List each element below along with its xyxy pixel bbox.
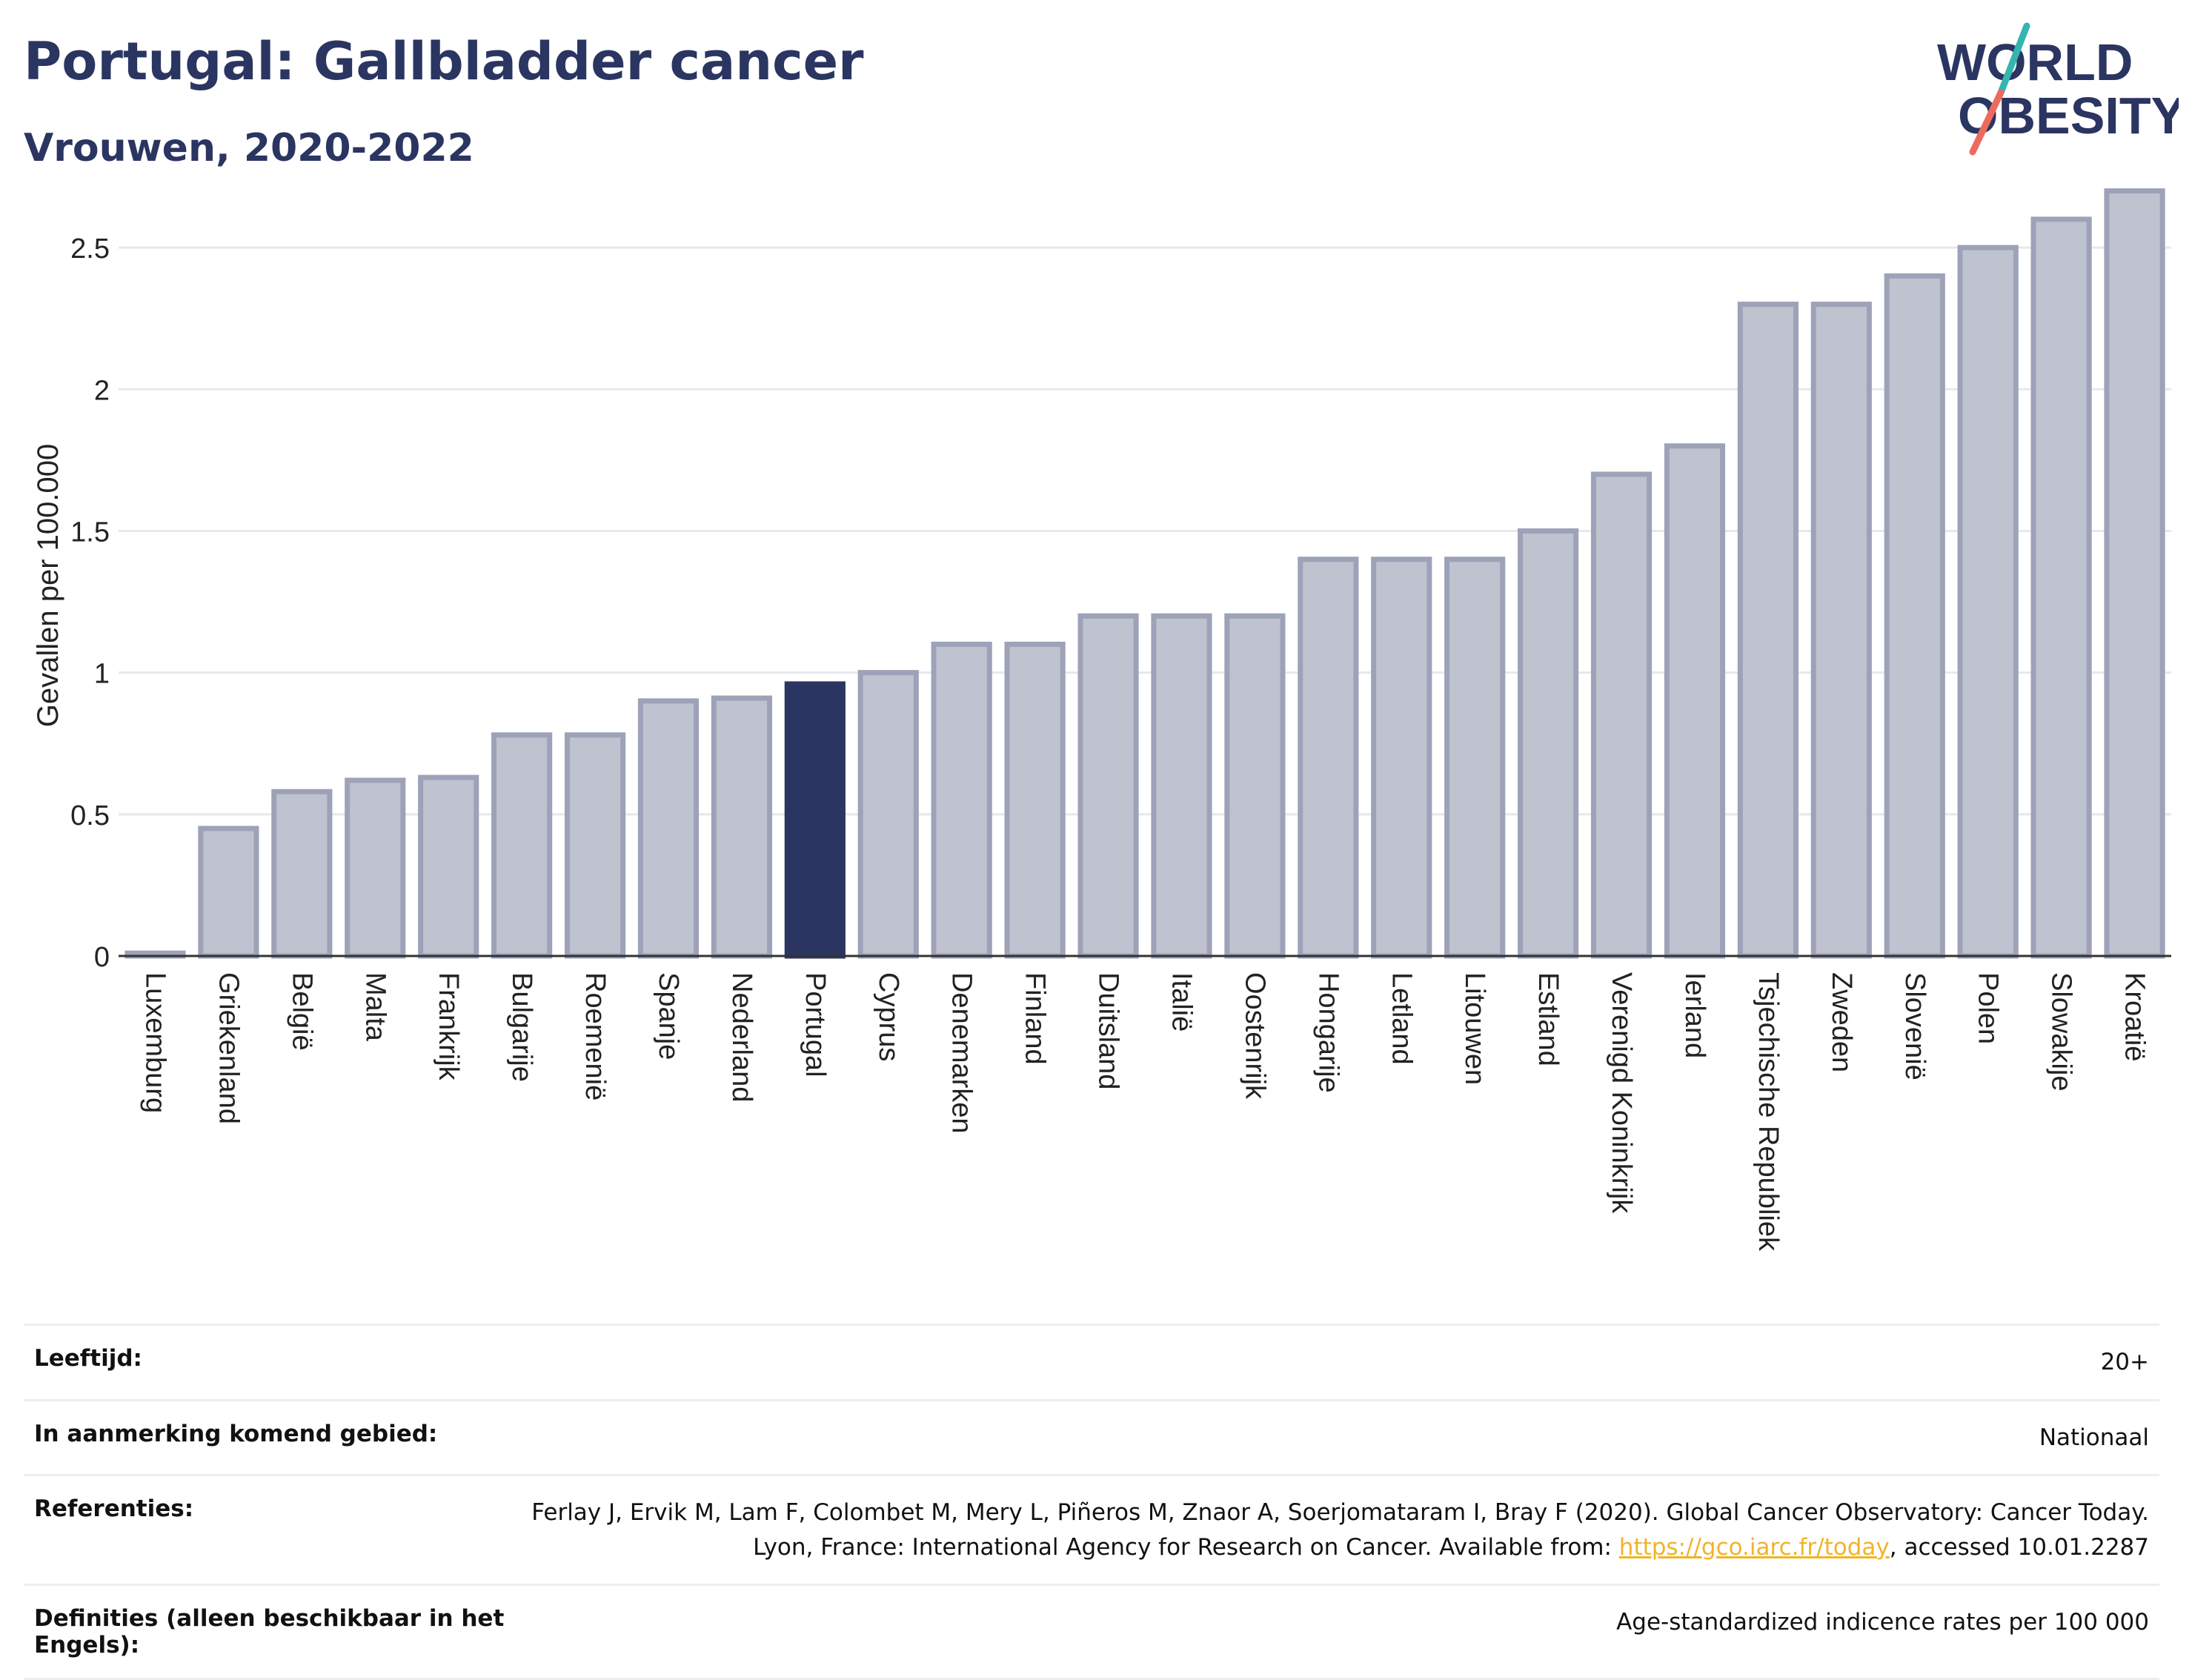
x-tick-label: Italië xyxy=(1166,972,1197,1032)
bar-cyprus xyxy=(857,670,919,959)
x-tick-label: Bulgarije xyxy=(506,972,537,1082)
x-tick-label: Kroatië xyxy=(2119,972,2151,1061)
bar-duitsland xyxy=(1077,613,1139,959)
meta-key: Referenties: xyxy=(34,1495,194,1522)
bar-oostenrijk xyxy=(1224,613,1286,959)
bar-finland xyxy=(1004,641,1066,959)
reference-link[interactable]: https://gco.iarc.fr/today xyxy=(1618,1533,1890,1561)
x-tick-label: Estland xyxy=(1532,972,1564,1066)
bar-griekenland xyxy=(198,826,259,959)
bar-litouwen xyxy=(1444,557,1506,959)
bar-nederland xyxy=(711,695,772,959)
bar-spanje xyxy=(637,698,700,959)
reference-text-after: , accessed 10.01.2287 xyxy=(1889,1533,2149,1561)
x-tick-label: Portugal xyxy=(800,972,831,1078)
bar-ierland xyxy=(1664,443,1726,959)
x-tick-label: Verenigd Koninkrijk xyxy=(1606,972,1637,1214)
meta-key: Definities (alleen beschikbaar in het En… xyxy=(34,1605,505,1659)
x-tick-label: Zweden xyxy=(1826,972,1857,1072)
y-tick-label: 2 xyxy=(94,375,110,406)
x-tick-label: Roemenië xyxy=(579,972,611,1100)
bar-estland xyxy=(1518,528,1579,959)
meta-row-definition: Definities (alleen beschikbaar in het En… xyxy=(24,1584,2159,1679)
bar-chart: 0 0.5 1 1.5 2 2.5 Luxemburg Griekenland België Ma… xyxy=(32,188,2171,1252)
bar-roemenië xyxy=(564,732,626,959)
x-tick-label: Oostenrijk xyxy=(1239,972,1270,1100)
logo-slash-teal xyxy=(1997,22,2030,96)
bar-verenigd-koninkrijk xyxy=(1590,471,1653,959)
bar-zweden xyxy=(1810,302,1872,959)
bar-bulgarije xyxy=(491,732,553,959)
x-tick-label: Duitsland xyxy=(1093,972,1124,1089)
x-tick-label: Slowakije xyxy=(2046,972,2077,1092)
x-tick-label: Ierland xyxy=(1679,972,1710,1058)
bar-italië xyxy=(1151,613,1212,959)
meta-key: Leeftijd: xyxy=(34,1345,142,1372)
meta-value: Age-standardized indicence rates per 100… xyxy=(1616,1609,2149,1636)
y-axis-label: Gevallen per 100.000 xyxy=(32,444,64,728)
page-subtitle: Vrouwen, 2020-2022 xyxy=(24,126,474,170)
logo-text-world: WORLD xyxy=(1937,33,2133,91)
bar-portugal xyxy=(784,681,846,959)
meta-value: 20+ xyxy=(2100,1349,2149,1375)
bar-polen xyxy=(1957,245,2019,959)
meta-row-region: In aanmerking komend gebied: Nationaal xyxy=(24,1400,2159,1475)
logo-text-obesity: OBESITY xyxy=(1958,87,2179,145)
x-tick-label: Denemarken xyxy=(946,972,977,1134)
x-tick-label: Finland xyxy=(1020,972,1051,1065)
x-tick-label: Hongarije xyxy=(1312,972,1344,1093)
reference-text-before: Ferlay J, Ervik M, Lam F, Colombet M, Me… xyxy=(531,1499,2149,1561)
x-tick-label: Nederland xyxy=(726,972,757,1102)
x-tick-label: Spanje xyxy=(653,972,684,1060)
meta-key: In aanmerking komend gebied: xyxy=(34,1420,438,1447)
y-tick-label: 0.5 xyxy=(70,800,110,831)
x-tick-label: Frankrijk xyxy=(433,972,464,1081)
world-obesity-logo: WORLD OBESITY xyxy=(1937,22,2179,156)
bars xyxy=(124,188,2165,959)
bar-hongarije xyxy=(1298,557,1359,959)
meta-row-age: Leeftijd: 20+ xyxy=(24,1324,2159,1401)
logo-slash-coral xyxy=(1969,89,2005,156)
bar-tsjechische-republiek xyxy=(1737,302,1799,959)
bar-frankrijk xyxy=(418,774,479,959)
bar-denemarken xyxy=(931,641,992,959)
reference-text: Ferlay J, Ervik M, Lam F, Colombet M, Me… xyxy=(519,1475,2159,1585)
x-tick-label: Tsjechische Republiek xyxy=(1753,972,1784,1252)
tick-labels: 0 0.5 1 1.5 2 2.5 Luxemburg Griekenland België Ma… xyxy=(70,233,2150,1252)
y-tick-label: 0 xyxy=(94,942,110,973)
x-tick-label: Litouwen xyxy=(1459,972,1490,1085)
y-tick-label: 2.5 xyxy=(70,233,110,265)
metadata-table: Leeftijd: 20+ In aanmerking komend gebie… xyxy=(24,1324,2159,1680)
bar-malta xyxy=(345,777,406,959)
x-tick-label: Slovenië xyxy=(1899,972,1930,1080)
y-tick-label: 1.5 xyxy=(70,517,110,548)
x-tick-label: Griekenland xyxy=(213,972,244,1124)
bar-kroatië xyxy=(2104,188,2165,959)
bar-letland xyxy=(1371,557,1432,959)
x-tick-label: Luxemburg xyxy=(139,972,170,1113)
x-tick-label: Malta xyxy=(359,972,391,1042)
meta-value: Nationaal xyxy=(2039,1424,2149,1451)
bar-slovenië xyxy=(1884,273,1945,959)
bar-slowakije xyxy=(2030,216,2092,959)
meta-row-reference: Referenties: Ferlay J, Ervik M, Lam F, C… xyxy=(24,1475,2159,1585)
x-tick-label: Polen xyxy=(1973,972,2004,1044)
page-title: Portugal: Gallbladder cancer xyxy=(24,31,864,92)
x-tick-label: Letland xyxy=(1386,972,1417,1065)
bar-belgië xyxy=(271,788,333,959)
x-tick-label: België xyxy=(286,972,317,1051)
x-tick-label: Cyprus xyxy=(873,972,904,1061)
y-tick-label: 1 xyxy=(94,659,110,690)
